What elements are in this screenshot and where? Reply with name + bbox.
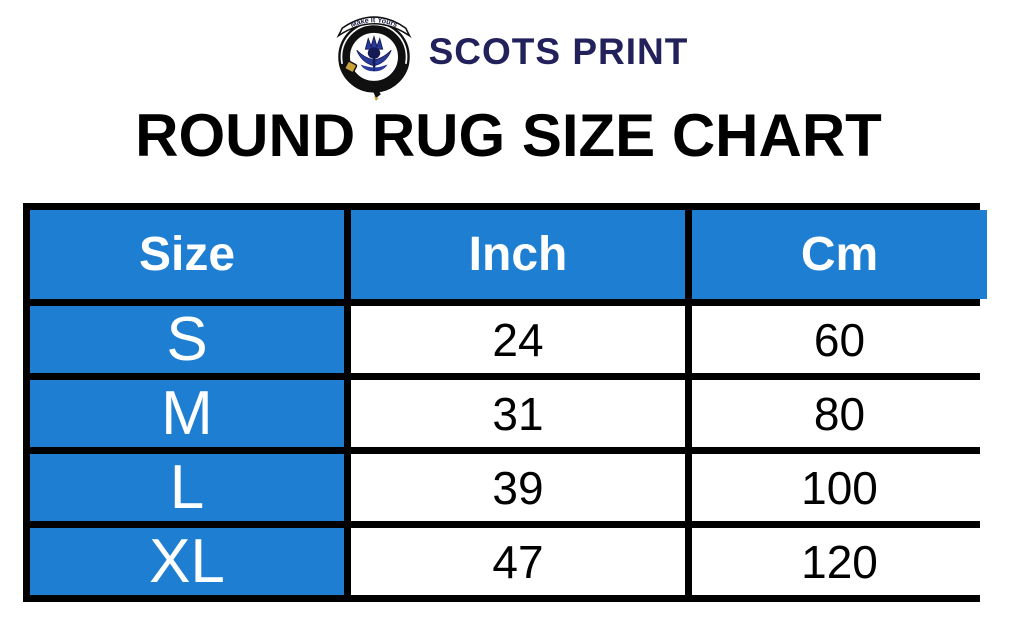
- cm-cell-l: 100: [692, 454, 987, 521]
- column-header-cm: Cm: [692, 210, 987, 299]
- size-cell-xl: XL: [30, 528, 344, 595]
- size-chart-table: Size Inch Cm S 24 60 M 31 80 L 39 100 XL…: [23, 203, 987, 602]
- cm-cell-m: 80: [692, 380, 987, 447]
- inch-cell-s: 24: [351, 306, 685, 373]
- page-title: ROUND RUG SIZE CHART: [135, 102, 882, 169]
- column-header-size: Size: [30, 210, 344, 299]
- size-cell-s: S: [30, 306, 344, 373]
- size-cell-l: L: [30, 454, 344, 521]
- inch-cell-l: 39: [351, 454, 685, 521]
- logo-tagline: Make It Yours: [349, 15, 399, 29]
- brand-name: SCOTS PRINT: [428, 30, 689, 72]
- svg-text:Make It Yours: Make It Yours: [349, 15, 399, 29]
- cm-cell-xl: 120: [692, 528, 987, 595]
- size-cell-m: M: [30, 380, 344, 447]
- inch-cell-xl: 47: [351, 528, 685, 595]
- cm-cell-s: 60: [692, 306, 987, 373]
- scots-print-crest-icon: Make It Yours: [329, 6, 419, 102]
- inch-cell-m: 31: [351, 380, 685, 447]
- column-header-inch: Inch: [351, 210, 685, 299]
- brand-header: Make It Yours SCOTS PRINT: [0, 6, 1017, 102]
